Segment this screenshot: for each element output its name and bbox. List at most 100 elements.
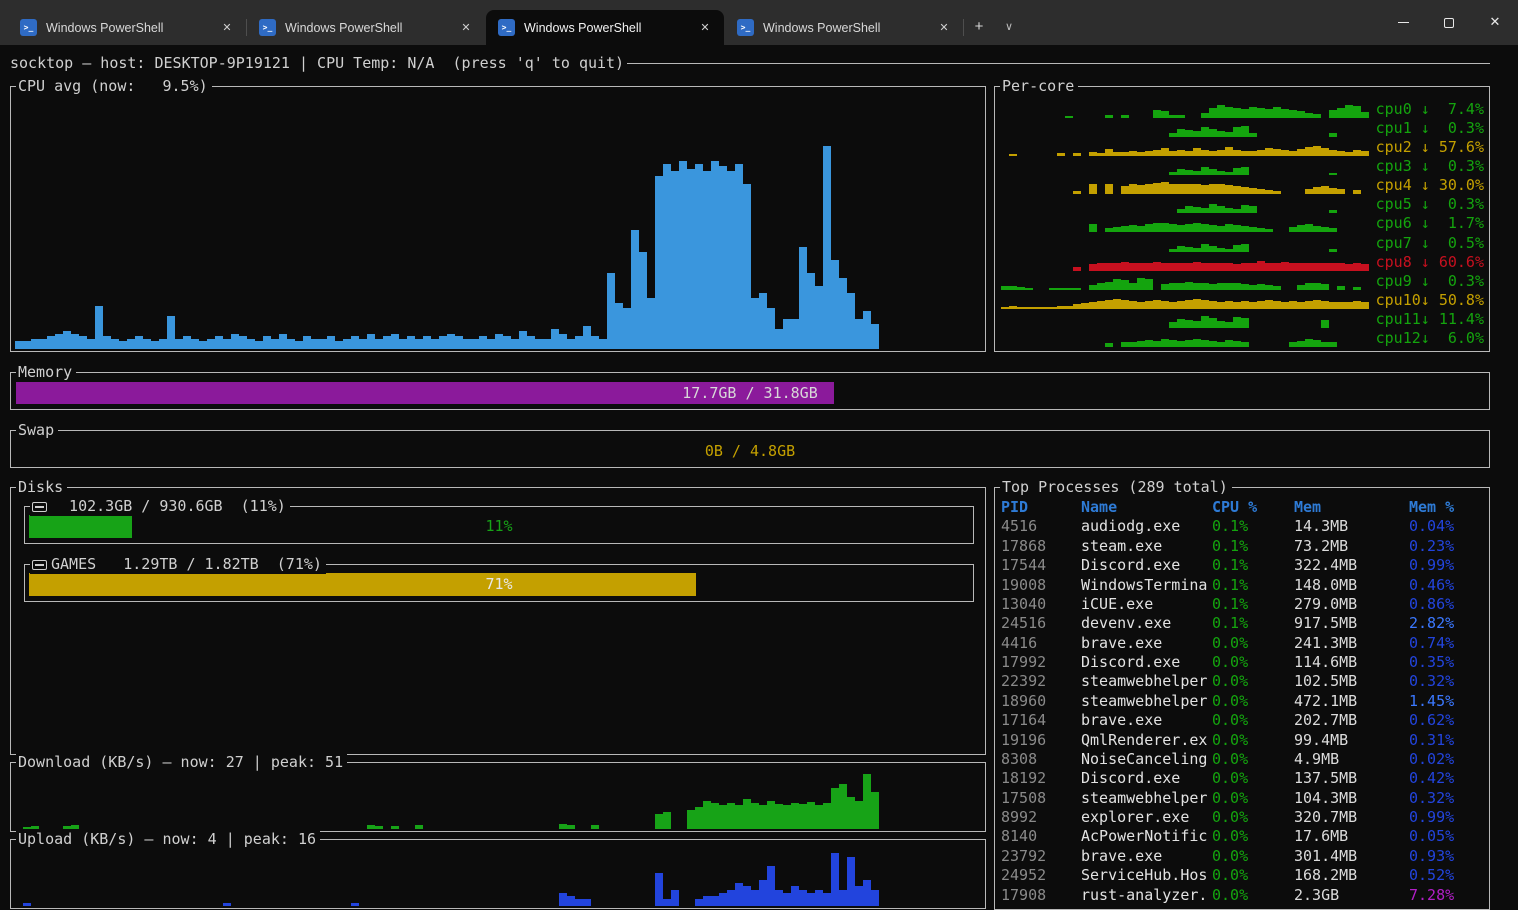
cpu-history-bar <box>127 339 135 349</box>
core-spark-bar <box>1289 342 1297 347</box>
upload-bar <box>871 890 879 906</box>
cpu-history-bar <box>559 334 567 349</box>
download-bar <box>391 826 399 829</box>
core-spark-bar <box>1297 149 1305 156</box>
core-spark-bar <box>1225 147 1233 156</box>
core-spark-bar <box>1201 185 1209 194</box>
core-spark-bar <box>1185 320 1193 328</box>
tab-windows-powershell[interactable]: >_Windows PowerShell✕ <box>725 10 963 45</box>
core-spark-bar <box>1233 245 1241 251</box>
table-row: 24952ServiceHub.Hos0.0%168.2MB0.52% <box>1001 866 1485 885</box>
tab-close-icon[interactable]: ✕ <box>694 17 716 39</box>
close-button[interactable]: ✕ <box>1472 0 1518 45</box>
core-label: cpu1 ↓ 0.3% <box>1370 119 1484 137</box>
cpu-avg-panel: CPU avg (now: 9.5%) <box>10 86 986 352</box>
core-spark-bar <box>1097 263 1105 270</box>
core-spark-bar <box>1217 283 1225 289</box>
core-spark-bar <box>1233 341 1241 347</box>
core-spark-bar <box>1129 342 1137 347</box>
core-spark-bar <box>1217 226 1225 232</box>
tab-windows-powershell[interactable]: >_Windows PowerShell✕ <box>486 10 724 45</box>
tab-close-icon[interactable]: ✕ <box>216 17 238 39</box>
core-spark-bar <box>1233 168 1241 175</box>
core-spark-bar <box>1305 283 1313 289</box>
core-label: cpu6 ↓ 1.7% <box>1370 214 1484 232</box>
tab-close-icon[interactable]: ✕ <box>455 17 477 39</box>
cell-mem-pct: 0.32% <box>1409 789 1485 808</box>
minimize-button[interactable] <box>1380 0 1426 45</box>
core-spark-bar <box>1297 302 1305 309</box>
core-spark-bar <box>1177 129 1185 137</box>
cell-mem: 279.0MB <box>1294 595 1409 614</box>
table-row: 23792brave.exe0.0%301.4MB0.93% <box>1001 847 1485 866</box>
cpu-history-bar <box>775 329 783 349</box>
upload-bar <box>583 899 591 906</box>
cell-name: iCUE.exe <box>1081 595 1212 614</box>
core-spark-bar <box>1145 279 1153 290</box>
cpu-history-bar <box>807 273 815 349</box>
cell-mem-pct: 0.62% <box>1409 711 1485 730</box>
cell-name: audiodg.exe <box>1081 517 1212 536</box>
cell-cpu-pct: 0.0% <box>1212 827 1294 846</box>
terminal-viewport[interactable]: socktop — host: DESKTOP-9P19121 | CPU Te… <box>0 45 1518 910</box>
cpu-history-bar <box>239 336 247 349</box>
core-spark-bar <box>1337 302 1345 308</box>
core-spark-bar <box>1329 302 1337 309</box>
cell-pid: 8308 <box>1001 750 1081 769</box>
core-row: cpu7 ↓ 0.5% <box>1001 233 1484 252</box>
cpu-history-bar <box>319 339 327 349</box>
cell-cpu-pct: 0.0% <box>1212 866 1294 885</box>
core-spark-bar <box>1233 317 1241 328</box>
core-spark-bar <box>1241 126 1249 137</box>
tab-dropdown-button[interactable]: ∨ <box>994 11 1024 41</box>
cpu-history-bar <box>863 311 871 349</box>
cpu-history-chart <box>15 95 982 349</box>
core-spark-bar <box>1185 282 1193 290</box>
download-bar <box>655 814 663 829</box>
column-header: Name <box>1081 498 1212 517</box>
core-spark-bar <box>1233 225 1241 232</box>
cell-mem-pct: 0.99% <box>1409 556 1485 575</box>
core-label: cpu8 ↓ 60.6% <box>1370 253 1484 271</box>
core-spark-bar <box>1329 342 1337 347</box>
cpu-history-bar <box>103 336 111 349</box>
core-spark-bar <box>1273 107 1281 118</box>
core-spark-bar <box>1329 110 1337 118</box>
cpu-history-bar <box>175 339 183 349</box>
cell-cpu-pct: 0.1% <box>1212 595 1294 614</box>
download-bar <box>767 801 775 829</box>
cell-mem-pct: 0.99% <box>1409 808 1485 827</box>
core-spark-bar <box>1121 226 1129 232</box>
download-bar <box>847 797 855 829</box>
upload-bar <box>663 899 671 906</box>
core-spark-bar <box>1289 263 1297 271</box>
cell-mem: 472.1MB <box>1294 692 1409 711</box>
core-label: cpu2 ↓ 57.6% <box>1370 138 1484 156</box>
cell-mem: 148.0MB <box>1294 576 1409 595</box>
core-spark-bar <box>1241 318 1249 328</box>
core-spark-bar <box>1273 301 1281 309</box>
cell-mem-pct: 2.82% <box>1409 614 1485 633</box>
table-row: 17908rust-analyzer.0.0%2.3GB7.28% <box>1001 886 1485 905</box>
cell-cpu-pct: 0.1% <box>1212 517 1294 536</box>
cell-pid: 17908 <box>1001 886 1081 905</box>
core-spark-bar <box>1177 169 1185 175</box>
close-icon: ✕ <box>1490 15 1501 30</box>
cell-mem: 2.3GB <box>1294 886 1409 905</box>
cpu-history-bar <box>95 306 103 349</box>
tab-close-icon[interactable]: ✕ <box>933 17 955 39</box>
core-spark-bar <box>1089 302 1097 308</box>
core-spark-bar <box>1329 150 1337 156</box>
cpu-history-bar <box>759 293 767 349</box>
maximize-button[interactable] <box>1426 0 1472 45</box>
cell-cpu-pct: 0.0% <box>1212 653 1294 672</box>
tab-windows-powershell[interactable]: >_Windows PowerShell✕ <box>8 10 246 45</box>
new-tab-button[interactable]: + <box>964 11 994 41</box>
cell-cpu-pct: 0.0% <box>1212 789 1294 808</box>
core-spark-bar <box>1241 263 1249 270</box>
cpu-history-bar <box>527 336 535 349</box>
cpu-history-bar <box>311 339 319 349</box>
cpu-history-bar <box>423 336 431 349</box>
download-bar <box>23 827 31 829</box>
tab-windows-powershell[interactable]: >_Windows PowerShell✕ <box>247 10 485 45</box>
